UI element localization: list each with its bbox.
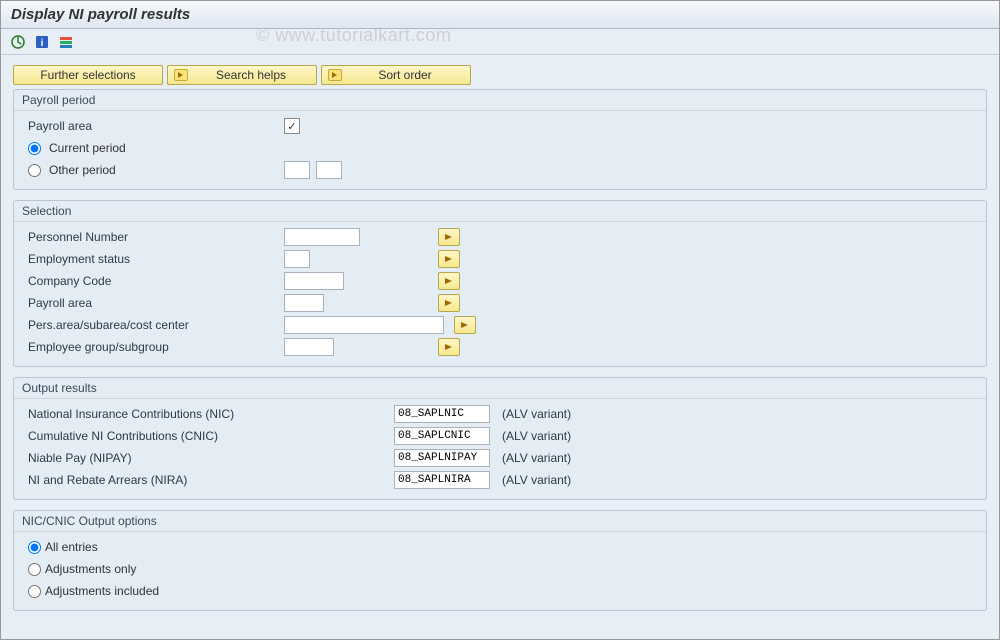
search-helps-label: Search helps: [196, 68, 306, 82]
all-entries-label: All entries: [45, 540, 98, 554]
output-results-title: Output results: [14, 378, 986, 399]
personnel-number-input[interactable]: [284, 228, 360, 246]
output-results-group: Output results National Insurance Contri…: [13, 377, 987, 500]
adjustments-included-radio-input[interactable]: [28, 585, 41, 598]
personnel-number-more-button[interactable]: [438, 228, 460, 246]
output-row-2-label: Niable Pay (NIPAY): [28, 451, 388, 465]
svg-text:i: i: [41, 38, 44, 49]
output-row-1-label: Cumulative NI Contributions (CNIC): [28, 429, 388, 443]
adjustments-included-label: Adjustments included: [45, 584, 159, 598]
color-legend-icon[interactable]: [57, 33, 75, 51]
selection-group: Selection Personnel Number Employment st…: [13, 200, 987, 367]
action-button-row: Further selections Search helps Sort ord…: [13, 65, 987, 85]
employee-group-input[interactable]: [284, 338, 334, 356]
company-code-more-button[interactable]: [438, 272, 460, 290]
output-row-2-input[interactable]: [394, 449, 490, 467]
arrow-right-icon: [328, 69, 342, 81]
employee-group-label: Employee group/subgroup: [28, 340, 278, 354]
other-period-radio[interactable]: Other period: [28, 163, 278, 177]
output-row-3-label: NI and Rebate Arrears (NIRA): [28, 473, 388, 487]
output-row-0-label: National Insurance Contributions (NIC): [28, 407, 388, 421]
employment-status-more-button[interactable]: [438, 250, 460, 268]
adjustments-only-label: Adjustments only: [45, 562, 136, 576]
payroll-area-sel-label: Payroll area: [28, 296, 278, 310]
payroll-period-group: Payroll period Payroll area ✓ Current pe…: [13, 89, 987, 190]
toolbar: i © www.tutorialkart.com: [1, 29, 999, 55]
further-selections-button[interactable]: Further selections: [13, 65, 163, 85]
nic-options-group: NIC/CNIC Output options All entries Adju…: [13, 510, 987, 611]
pers-area-label: Pers.area/subarea/cost center: [28, 318, 278, 332]
other-period-input-2[interactable]: [316, 161, 342, 179]
all-entries-radio[interactable]: All entries: [28, 540, 98, 554]
other-period-label: Other period: [49, 163, 116, 177]
employment-status-label: Employment status: [28, 252, 278, 266]
sort-order-label: Sort order: [350, 68, 460, 82]
output-row-0-input[interactable]: [394, 405, 490, 423]
watermark: © www.tutorialkart.com: [256, 25, 451, 46]
payroll-period-title: Payroll period: [14, 90, 986, 111]
other-period-input-1[interactable]: [284, 161, 310, 179]
info-icon[interactable]: i: [33, 33, 51, 51]
output-row-2-note: (ALV variant): [502, 451, 571, 465]
employment-status-input[interactable]: [284, 250, 310, 268]
arrow-right-icon: [174, 69, 188, 81]
personnel-number-label: Personnel Number: [28, 230, 278, 244]
current-period-label: Current period: [49, 141, 126, 155]
adjustments-only-radio-input[interactable]: [28, 563, 41, 576]
selection-title: Selection: [14, 201, 986, 222]
employee-group-more-button[interactable]: [438, 338, 460, 356]
adjustments-only-radio[interactable]: Adjustments only: [28, 562, 136, 576]
payroll-area-sel-more-button[interactable]: [438, 294, 460, 312]
output-row-0-note: (ALV variant): [502, 407, 571, 421]
other-period-radio-input[interactable]: [28, 164, 41, 177]
pers-area-input[interactable]: [284, 316, 444, 334]
pers-area-more-button[interactable]: [454, 316, 476, 334]
company-code-input[interactable]: [284, 272, 344, 290]
further-selections-label: Further selections: [40, 68, 135, 82]
current-period-radio-input[interactable]: [28, 142, 41, 155]
output-row-3-note: (ALV variant): [502, 473, 571, 487]
output-row-3-input[interactable]: [394, 471, 490, 489]
payroll-area-label: Payroll area: [28, 119, 278, 133]
current-period-radio[interactable]: Current period: [28, 141, 126, 155]
company-code-label: Company Code: [28, 274, 278, 288]
output-row-1-input[interactable]: [394, 427, 490, 445]
content-area: Further selections Search helps Sort ord…: [1, 55, 999, 611]
payroll-area-sel-input[interactable]: [284, 294, 324, 312]
output-row-1-note: (ALV variant): [502, 429, 571, 443]
all-entries-radio-input[interactable]: [28, 541, 41, 554]
search-helps-button[interactable]: Search helps: [167, 65, 317, 85]
payroll-area-checkbox[interactable]: ✓: [284, 118, 300, 134]
window-title: Display NI payroll results: [1, 1, 999, 29]
sort-order-button[interactable]: Sort order: [321, 65, 471, 85]
nic-options-title: NIC/CNIC Output options: [14, 511, 986, 532]
execute-icon[interactable]: [9, 33, 27, 51]
adjustments-included-radio[interactable]: Adjustments included: [28, 584, 159, 598]
